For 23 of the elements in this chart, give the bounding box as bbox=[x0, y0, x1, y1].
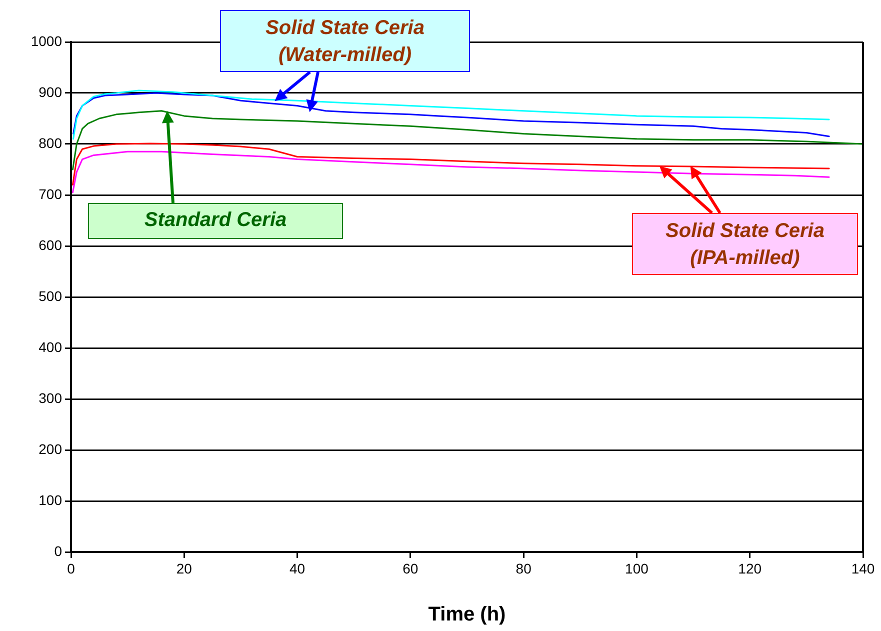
y-tick-label: 0 bbox=[54, 542, 62, 559]
y-tick-label: 800 bbox=[38, 134, 62, 151]
x-tick-label: 140 bbox=[851, 560, 875, 576]
y-tick-label: 400 bbox=[38, 338, 62, 355]
x-tick-label: 120 bbox=[738, 560, 762, 576]
y-tick-label: 500 bbox=[38, 288, 62, 304]
x-tick-label: 100 bbox=[625, 560, 649, 576]
y-tick-label: 600 bbox=[38, 236, 62, 253]
y-tick-label: 700 bbox=[38, 186, 62, 202]
x-tick-label: 20 bbox=[176, 560, 192, 576]
label-box: Solid State Ceria (Water-milled) bbox=[220, 10, 470, 72]
x-tick-label: 40 bbox=[289, 560, 306, 576]
y-tick-label: 900 bbox=[38, 84, 62, 100]
label-box: Solid State Ceria (IPA-milled) bbox=[632, 213, 858, 275]
y-tick-label: 200 bbox=[38, 440, 62, 457]
label-box: Standard Ceria bbox=[88, 203, 343, 239]
y-tick-label: 100 bbox=[38, 492, 62, 508]
x-tick-label: 60 bbox=[402, 560, 418, 576]
x-tick-label: 0 bbox=[67, 560, 76, 576]
x-axis-title: Time (h) bbox=[428, 604, 506, 626]
y-tick-label: 300 bbox=[38, 390, 62, 406]
y-tick-label: 1000 bbox=[30, 32, 62, 49]
x-tick-label: 80 bbox=[516, 560, 532, 576]
